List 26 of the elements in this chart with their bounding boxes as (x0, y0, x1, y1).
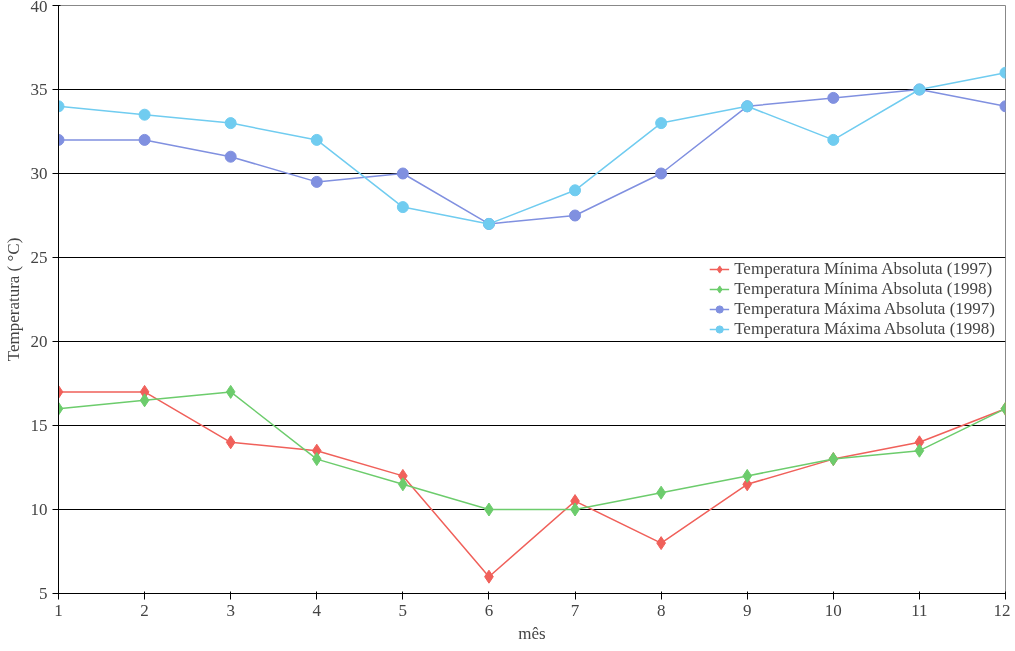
x-tick-label: 1 (54, 600, 63, 620)
legend-label: Temperatura Mínima Absoluta (1997) (734, 259, 993, 279)
x-tick-label: 5 (398, 600, 408, 620)
x-tick-label: 3 (226, 600, 235, 620)
x-tick-label: 4 (312, 600, 322, 620)
y-tick-label: 25 (30, 248, 48, 267)
x-tick-label: 8 (656, 600, 666, 620)
y-axis-title: Temperatura ( °C) (3, 237, 23, 362)
legend-label: Temperatura Mínima Absoluta (1998) (734, 279, 993, 299)
y-tick-label: 35 (30, 80, 48, 99)
y-tick-label: 20 (30, 332, 48, 351)
y-tick-label: 30 (30, 164, 48, 183)
y-tick-label: 5 (39, 584, 48, 603)
x-tick-label: 6 (484, 600, 494, 620)
legend-label: Temperatura Máxima Absoluta (1998) (734, 319, 995, 339)
x-tick-label: 10 (824, 600, 842, 620)
y-tick-label: 10 (30, 500, 48, 519)
x-tick-label: 11 (911, 600, 928, 620)
x-tick-label: 9 (742, 600, 752, 620)
legend-label: Temperatura Máxima Absoluta (1997) (734, 299, 995, 319)
y-tick-label: 15 (30, 416, 48, 435)
x-tick-label: 7 (570, 600, 580, 620)
y-tick-label: 40 (30, 0, 48, 16)
x-tick-label: 2 (140, 600, 149, 620)
x-tick-label: 12 (993, 600, 1011, 620)
x-axis-title: mês (518, 623, 546, 643)
